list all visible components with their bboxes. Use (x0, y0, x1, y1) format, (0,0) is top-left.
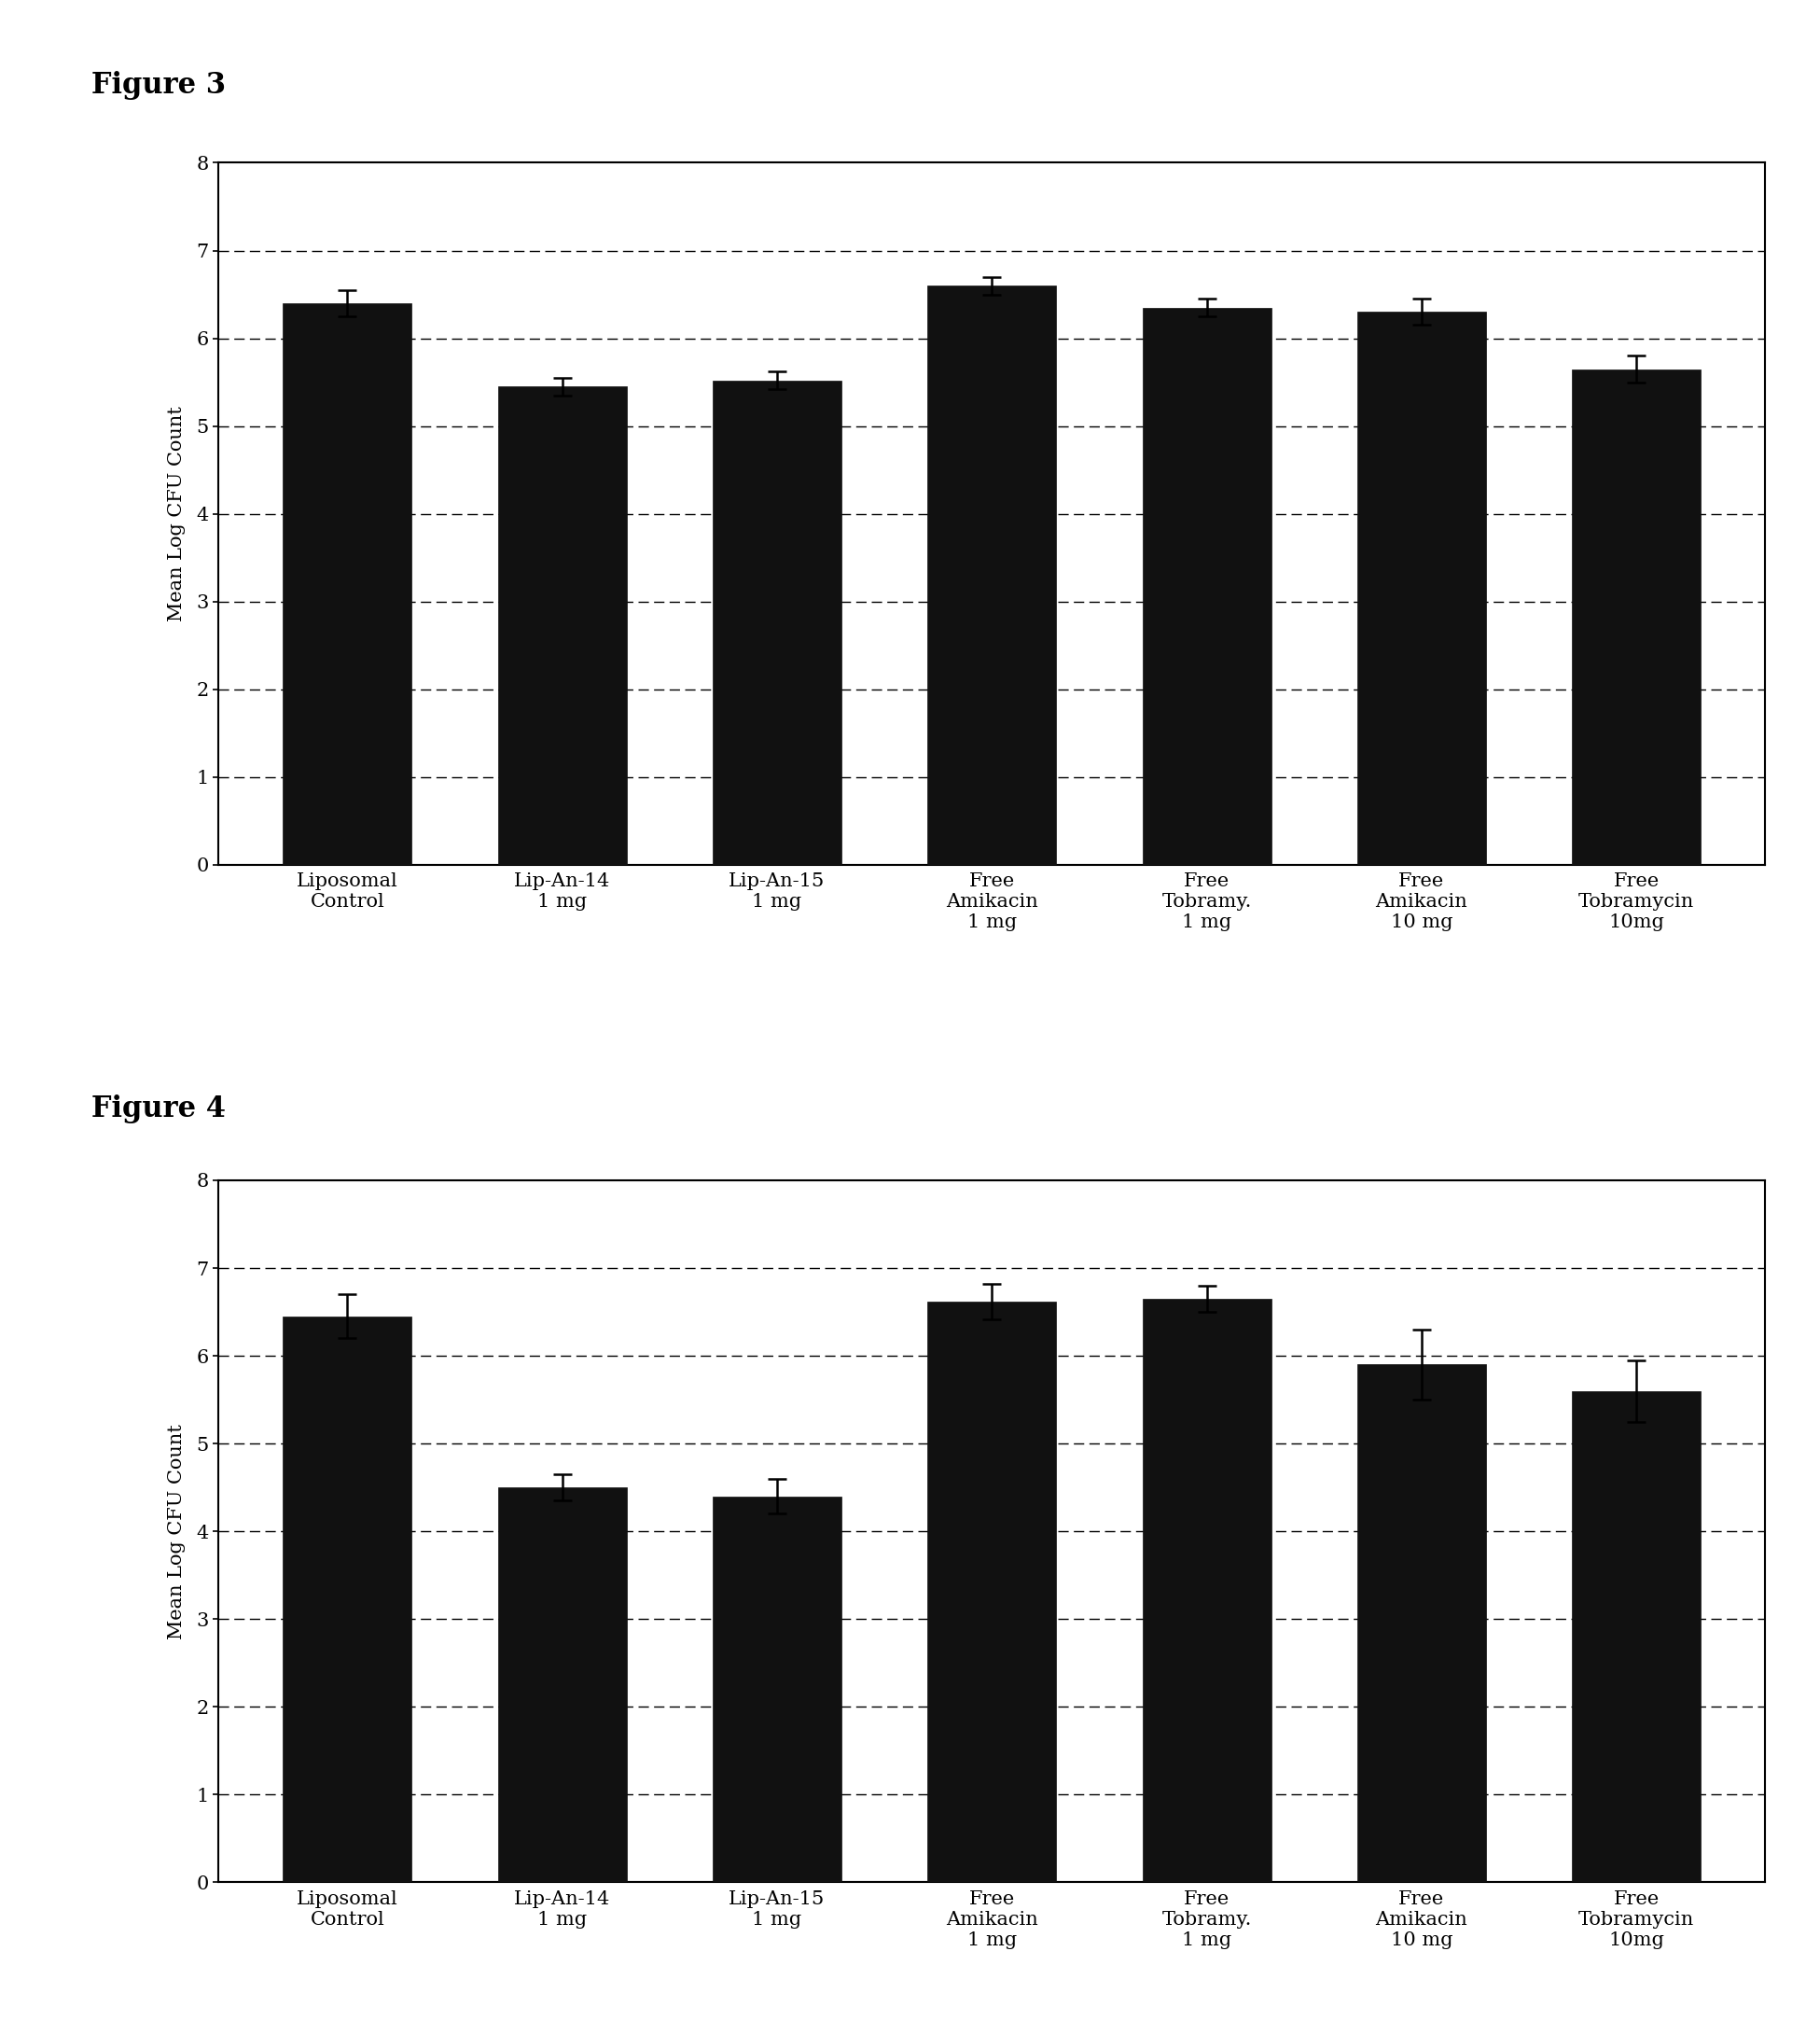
Bar (1358, 1365, 1487, 1882)
Bar (713, 1496, 841, 1882)
Bar (1358, 311, 1487, 865)
Bar (1572, 1392, 1702, 1882)
Bar (1572, 368, 1702, 865)
Bar (928, 1302, 1056, 1882)
Bar (282, 303, 411, 865)
Bar (497, 387, 626, 865)
Text: Figure 3: Figure 3 (91, 71, 226, 100)
Bar (282, 1317, 411, 1882)
Bar (1143, 307, 1270, 865)
Y-axis label: Mean Log CFU Count: Mean Log CFU Count (167, 1424, 186, 1638)
Y-axis label: Mean Log CFU Count: Mean Log CFU Count (167, 407, 186, 621)
Bar (497, 1488, 626, 1882)
Text: Figure 4: Figure 4 (91, 1095, 226, 1123)
Bar (713, 381, 841, 865)
Bar (928, 285, 1056, 865)
Bar (1143, 1298, 1270, 1882)
